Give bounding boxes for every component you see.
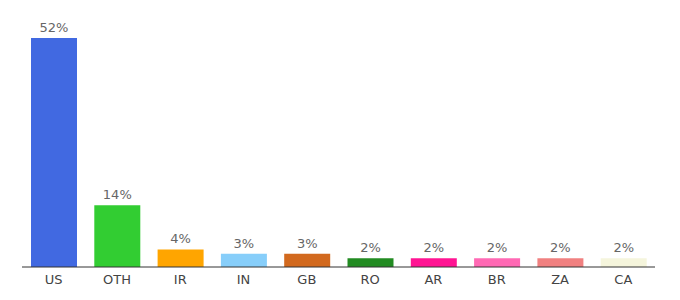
svg-text:IR: IR bbox=[174, 272, 187, 287]
svg-text:US: US bbox=[45, 272, 63, 287]
svg-text:52%: 52% bbox=[40, 20, 69, 35]
svg-text:2%: 2% bbox=[423, 240, 444, 255]
svg-text:CA: CA bbox=[614, 272, 632, 287]
svg-text:IN: IN bbox=[237, 272, 251, 287]
svg-text:3%: 3% bbox=[234, 236, 255, 251]
svg-text:2%: 2% bbox=[550, 240, 571, 255]
svg-text:RO: RO bbox=[361, 272, 380, 287]
svg-text:14%: 14% bbox=[103, 187, 132, 202]
svg-text:4%: 4% bbox=[170, 231, 191, 246]
svg-text:BR: BR bbox=[488, 272, 506, 287]
svg-text:2%: 2% bbox=[487, 240, 508, 255]
svg-text:AR: AR bbox=[424, 272, 442, 287]
svg-text:ZA: ZA bbox=[551, 272, 569, 287]
svg-text:3%: 3% bbox=[297, 236, 318, 251]
svg-text:2%: 2% bbox=[360, 240, 381, 255]
svg-text:GB: GB bbox=[297, 272, 316, 287]
svg-text:2%: 2% bbox=[613, 240, 634, 255]
svg-text:OTH: OTH bbox=[103, 272, 131, 287]
